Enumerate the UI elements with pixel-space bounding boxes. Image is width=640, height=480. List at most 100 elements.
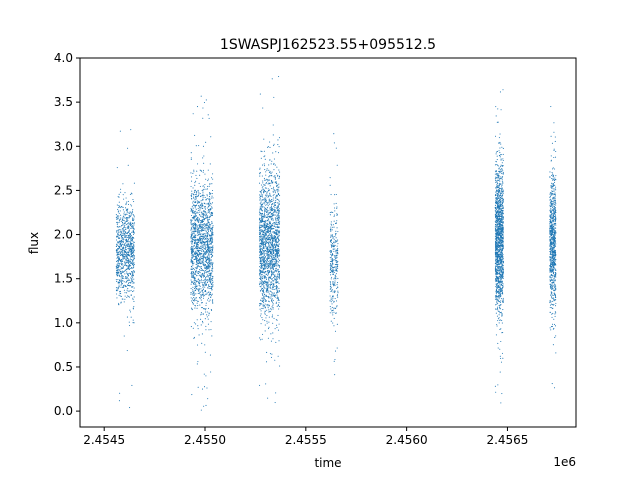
data-point bbox=[194, 229, 196, 231]
data-point bbox=[208, 263, 210, 265]
data-point bbox=[259, 254, 261, 256]
data-point bbox=[329, 177, 331, 179]
data-point bbox=[194, 279, 196, 281]
data-point bbox=[212, 279, 214, 281]
data-point bbox=[275, 285, 278, 287]
data-point bbox=[500, 402, 502, 404]
data-point bbox=[209, 183, 211, 185]
data-point bbox=[208, 248, 210, 250]
data-point bbox=[194, 215, 196, 218]
data-point bbox=[197, 386, 199, 388]
data-point bbox=[206, 234, 208, 236]
data-point bbox=[205, 302, 207, 304]
data-point bbox=[204, 244, 206, 246]
data-point bbox=[269, 353, 271, 355]
data-point bbox=[202, 256, 204, 259]
data-point bbox=[272, 268, 274, 270]
data-point bbox=[259, 244, 261, 246]
data-point bbox=[270, 252, 272, 254]
data-point bbox=[192, 232, 194, 234]
data-point bbox=[209, 238, 211, 240]
data-point bbox=[271, 278, 273, 280]
data-point bbox=[264, 233, 266, 235]
data-point bbox=[268, 247, 270, 249]
data-point bbox=[259, 247, 261, 249]
data-point bbox=[122, 240, 125, 242]
data-point bbox=[190, 268, 192, 270]
data-point bbox=[119, 205, 121, 208]
data-point bbox=[274, 265, 276, 267]
data-point bbox=[129, 273, 132, 276]
data-point bbox=[207, 285, 210, 287]
data-point bbox=[208, 235, 211, 237]
data-point bbox=[261, 272, 264, 274]
data-point bbox=[272, 271, 274, 273]
data-point bbox=[272, 285, 274, 287]
data-point bbox=[275, 276, 277, 278]
data-point bbox=[129, 244, 131, 246]
data-point bbox=[263, 212, 266, 214]
data-point bbox=[335, 270, 337, 272]
data-point bbox=[190, 158, 192, 161]
data-point bbox=[271, 175, 273, 177]
data-point bbox=[132, 250, 134, 252]
data-point bbox=[207, 268, 209, 270]
data-point bbox=[330, 229, 332, 231]
data-point bbox=[198, 193, 200, 195]
data-point bbox=[272, 280, 274, 282]
data-point bbox=[191, 394, 193, 396]
data-point bbox=[124, 232, 126, 234]
data-point bbox=[263, 267, 265, 269]
data-point bbox=[335, 307, 337, 310]
data-point bbox=[198, 227, 200, 229]
data-point bbox=[334, 259, 336, 261]
data-point bbox=[331, 211, 333, 213]
data-point bbox=[203, 218, 205, 220]
data-point bbox=[191, 300, 193, 302]
data-point bbox=[127, 261, 129, 263]
data-point bbox=[204, 282, 206, 284]
data-point bbox=[208, 210, 210, 212]
data-point bbox=[131, 237, 133, 239]
data-point bbox=[130, 282, 132, 284]
data-point bbox=[129, 223, 131, 225]
data-point bbox=[199, 260, 201, 262]
data-point bbox=[190, 214, 192, 217]
data-point bbox=[205, 99, 207, 101]
data-point bbox=[263, 229, 265, 231]
data-point bbox=[262, 236, 264, 238]
data-point bbox=[263, 268, 265, 271]
data-point bbox=[127, 232, 129, 234]
data-point bbox=[206, 240, 208, 243]
data-point bbox=[212, 226, 214, 229]
data-point bbox=[192, 292, 194, 294]
data-point bbox=[200, 170, 202, 172]
data-point bbox=[120, 244, 122, 246]
data-point bbox=[269, 146, 271, 149]
data-point bbox=[269, 239, 271, 241]
data-point bbox=[200, 266, 202, 268]
data-point bbox=[199, 224, 201, 226]
data-point bbox=[190, 279, 192, 281]
data-point bbox=[202, 313, 204, 315]
data-point bbox=[127, 242, 129, 244]
data-point bbox=[127, 234, 129, 237]
data-point bbox=[196, 226, 198, 228]
data-point bbox=[208, 227, 210, 229]
data-point bbox=[277, 144, 279, 146]
data-point bbox=[329, 257, 331, 259]
data-point bbox=[199, 279, 201, 281]
data-point bbox=[271, 316, 273, 318]
data-point bbox=[121, 260, 123, 262]
data-point bbox=[202, 251, 204, 253]
data-point bbox=[128, 259, 130, 261]
data-point bbox=[126, 259, 128, 262]
data-point bbox=[123, 257, 125, 259]
data-point bbox=[116, 269, 118, 271]
data-point bbox=[335, 222, 337, 224]
data-point bbox=[259, 208, 261, 210]
data-point bbox=[333, 207, 336, 209]
data-point bbox=[191, 224, 193, 226]
data-point bbox=[124, 264, 126, 266]
